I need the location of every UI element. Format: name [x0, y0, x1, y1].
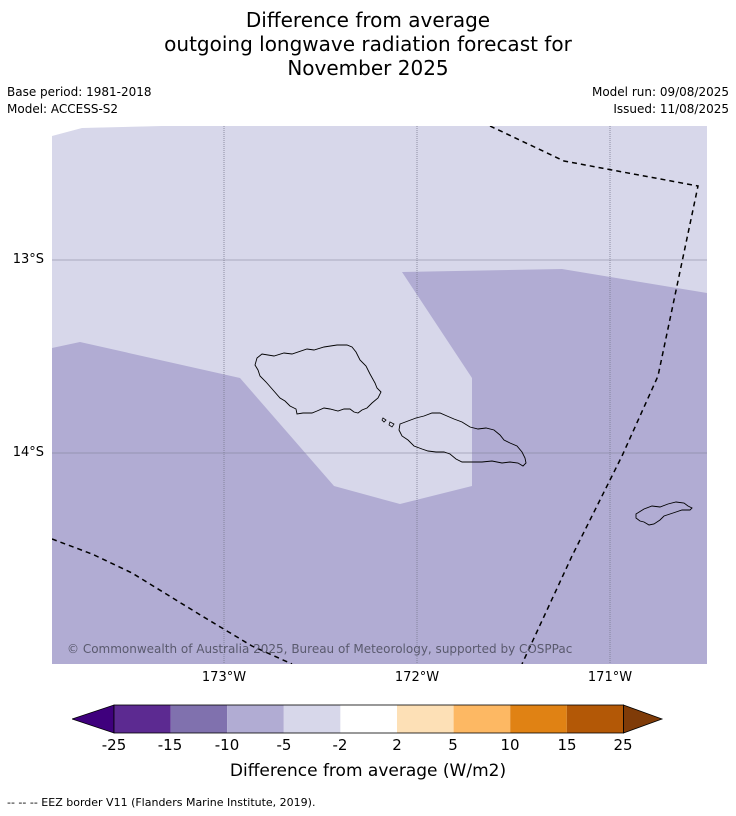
colorbar-arrow-low	[72, 704, 115, 734]
colorbar-segment-1	[114, 705, 171, 733]
colorbar-segment-6	[397, 705, 454, 733]
eez-border-west	[52, 538, 293, 664]
cbar-tick-1: -25	[101, 736, 127, 754]
colorbar-segment-9	[566, 705, 624, 733]
cbar-tick-4: -5	[276, 736, 292, 754]
eez-footnote: -- -- -- EEZ border V11 (Flanders Marine…	[7, 796, 316, 809]
gridlines-lat	[52, 259, 707, 454]
cbar-tick-8: 10	[500, 736, 520, 754]
colorbar	[72, 704, 664, 734]
title-line-3: November 2025	[287, 56, 449, 80]
island-upolu	[398, 412, 527, 467]
cbar-tick-2: -15	[157, 736, 183, 754]
map-title: Difference from average outgoing longwav…	[0, 8, 736, 80]
cbar-tick-9: 15	[557, 736, 577, 754]
region-medium	[52, 269, 707, 664]
meta-right: Model run: 09/08/2025 Issued: 11/08/2025	[592, 84, 729, 118]
cbar-tick-10: 25	[613, 736, 633, 754]
lat-label-13s: 13°S	[12, 252, 44, 267]
colorbar-title: Difference from average (W/m2)	[229, 761, 507, 781]
issued-date: Issued: 11/08/2025	[613, 102, 729, 116]
model-run: Model run: 09/08/2025	[591, 85, 729, 99]
cbar-tick-6: 2	[392, 736, 402, 754]
colorbar-segment-5	[340, 705, 397, 733]
lat-label-14s: 14°S	[12, 445, 44, 460]
map-svg	[52, 126, 707, 664]
model-name: Model: ACCESS-S2	[7, 102, 119, 116]
lon-label-171w: 171°W	[587, 670, 633, 685]
lon-label-172w: 172°W	[394, 670, 440, 685]
base-period: Base period: 1981-2018	[7, 85, 152, 99]
lon-label-173w: 173°W	[201, 670, 247, 685]
cbar-tick-5: -2	[332, 736, 348, 754]
colorbar-segment-3	[227, 705, 284, 733]
colorbar-arrow-high	[623, 704, 664, 734]
colorbar-outline	[113, 704, 624, 734]
meta-left: Base period: 1981-2018 Model: ACCESS-S2	[7, 84, 152, 118]
title-line-1: Difference from average	[245, 8, 491, 32]
islet-apolima	[381, 417, 387, 423]
islet-manono	[388, 421, 395, 428]
island-tutuila	[635, 501, 693, 526]
copyright-text: © Commonwealth of Australia 2025, Bureau…	[67, 642, 573, 656]
title-line-2: outgoing longwave radiation forecast for	[164, 32, 572, 56]
colorbar-segment-8	[510, 705, 567, 733]
gridlines	[223, 126, 611, 664]
colorbar-segment-4	[283, 705, 341, 733]
island-savaii	[254, 344, 382, 415]
cbar-tick-3: -10	[214, 736, 240, 754]
cbar-tick-7: 5	[448, 736, 458, 754]
map-panel	[52, 126, 707, 664]
colorbar-segment-2	[170, 705, 228, 733]
eez-border	[52, 126, 699, 664]
eez-border-east	[489, 126, 699, 664]
colorbar-segment-7	[453, 705, 511, 733]
